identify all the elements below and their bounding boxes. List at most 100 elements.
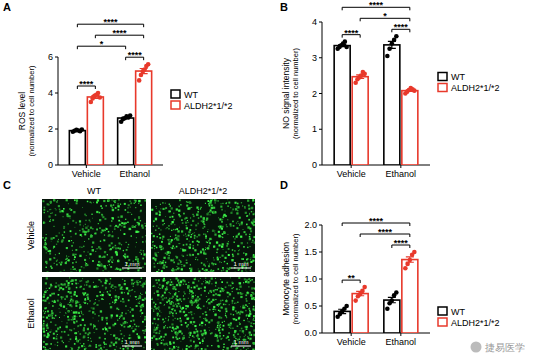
speck [138,225,140,227]
speck [182,337,184,339]
speck [173,213,174,214]
speck [85,348,87,350]
speck [131,235,133,237]
speck [54,257,55,258]
speck [98,223,99,224]
speck [111,284,113,286]
speck [254,313,255,315]
speck [57,300,59,302]
speck [118,268,119,269]
speck [68,288,70,290]
speck [178,243,180,245]
speck [57,260,58,261]
speck [223,214,225,216]
speck [104,235,105,236]
y-tick [319,165,322,166]
speck [232,255,234,257]
speck [92,249,94,251]
speck [194,235,196,237]
speck [77,340,79,342]
speck [132,225,134,227]
speck [159,262,161,264]
significance-label: ** [348,273,356,283]
speck [163,326,165,328]
speck [138,200,140,202]
speck [61,296,63,298]
chart: 01234NO signal intensity(normalized to c… [281,0,500,179]
speck [203,264,205,266]
speck [112,231,114,233]
chart: 0246ROS level(normalized to cell number)… [17,17,233,179]
speck [162,236,164,238]
speck [215,285,216,286]
y-tick [55,165,58,166]
speck [144,316,146,318]
speck [230,207,232,209]
speck [223,232,225,234]
speck [96,295,98,297]
speck [83,246,85,248]
speck [247,258,249,260]
speck [162,220,164,222]
speck [181,266,182,267]
speck [227,226,228,227]
speck [74,226,76,228]
speck [218,295,219,296]
speck [156,271,158,272]
speck [171,298,172,299]
speck [108,272,110,273]
speck [168,257,170,259]
speck [185,234,186,235]
speck [243,246,245,248]
speck [218,310,219,311]
speck [168,316,169,317]
speck [158,269,160,271]
speck [167,251,169,253]
chart: 0.00.51.01.52.0Monocyte adhesion(normali… [281,216,500,347]
speck [228,248,230,250]
speck [72,220,74,222]
speck [116,346,117,347]
speck [192,296,194,298]
speck [166,254,168,256]
speck [211,207,213,209]
speck [87,303,88,304]
speck [72,300,74,302]
speck [227,292,229,294]
speck [162,248,164,250]
speck [211,211,212,212]
speck [189,244,191,246]
y-tick-label: 1 [312,124,317,134]
speck [112,207,114,209]
speck [209,205,211,207]
speck [121,312,123,314]
speck [163,278,165,280]
speck [246,272,248,273]
speck [64,283,66,285]
speck [85,231,87,233]
speck [198,234,200,236]
speck [47,327,49,329]
speck [221,246,223,248]
speck [93,308,95,310]
speck [221,203,222,204]
panel-letter: C [3,179,11,191]
speck [110,248,112,250]
speck [45,311,46,312]
speck [112,217,114,219]
speck [109,259,111,261]
speck [62,288,64,290]
speck [58,289,60,291]
speck [96,267,98,269]
legend-swatch [171,90,180,98]
speck [162,238,163,239]
speck [211,283,212,284]
speck [118,260,119,261]
speck [173,329,175,331]
speck [245,234,247,236]
speck [102,285,104,287]
speck [190,270,192,272]
speck [168,320,169,321]
speck [83,251,84,252]
speck [237,245,239,247]
